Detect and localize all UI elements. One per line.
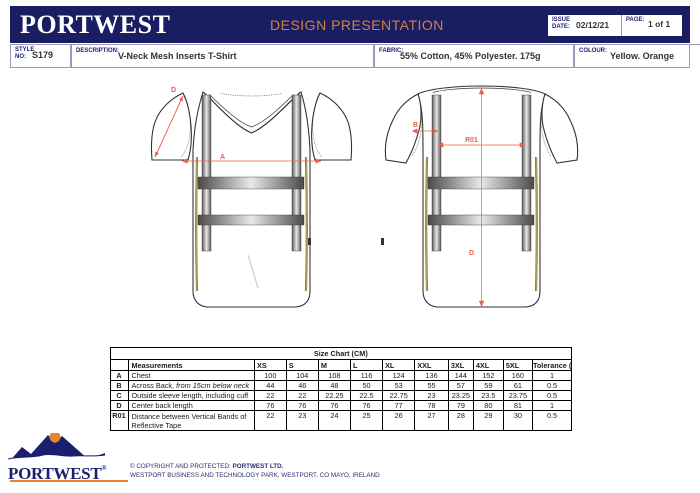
svg-text:D: D — [469, 250, 474, 257]
svg-text:R01: R01 — [465, 137, 478, 144]
svg-text:B: B — [413, 122, 418, 129]
svg-text:A: A — [220, 154, 225, 161]
svg-text:D: D — [171, 87, 176, 94]
